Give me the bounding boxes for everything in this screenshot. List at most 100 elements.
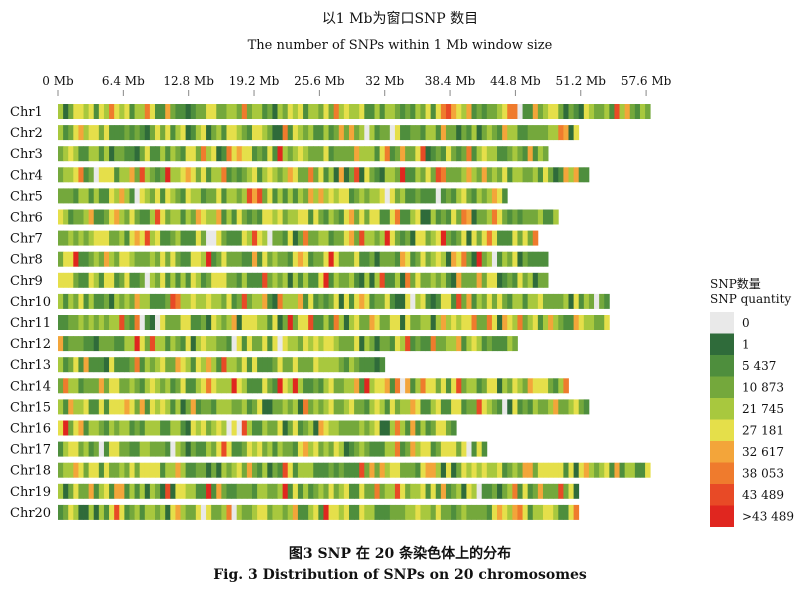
snp-window-cell bbox=[200, 441, 207, 457]
chromosome-label: Chr10 bbox=[10, 295, 51, 310]
snp-window-cell bbox=[98, 125, 105, 141]
snp-window-cell bbox=[267, 504, 273, 520]
snp-window-cell bbox=[63, 146, 69, 162]
snp-window-cell bbox=[297, 146, 304, 162]
snp-window-cell bbox=[165, 357, 171, 373]
snp-window-cell bbox=[93, 504, 100, 520]
snp-window-cell bbox=[313, 399, 319, 415]
snp-window-cell bbox=[323, 357, 329, 373]
snp-window-cell bbox=[379, 357, 386, 373]
snp-window-cell bbox=[287, 336, 294, 352]
snp-window-cell bbox=[323, 104, 329, 119]
snp-window-cell bbox=[272, 230, 278, 246]
snp-window-cell bbox=[139, 125, 146, 141]
snp-window-cell bbox=[216, 167, 222, 183]
snp-window-cell bbox=[573, 125, 580, 141]
snp-window-cell bbox=[109, 462, 115, 478]
snp-window-cell bbox=[88, 104, 95, 119]
snp-window-cell bbox=[200, 272, 207, 288]
snp-window-cell bbox=[109, 188, 115, 204]
snp-window-cell bbox=[297, 209, 304, 225]
snp-window-cell bbox=[292, 504, 299, 520]
snp-window-cell bbox=[379, 230, 386, 246]
snp-window-cell bbox=[292, 209, 299, 225]
snp-window-cell bbox=[98, 441, 105, 457]
snp-window-cell bbox=[507, 504, 513, 520]
snp-window-cell bbox=[588, 104, 595, 119]
snp-window-cell bbox=[103, 504, 110, 520]
snp-window-cell bbox=[323, 272, 329, 288]
snp-window-cell bbox=[394, 293, 401, 309]
snp-window-cell bbox=[481, 146, 488, 162]
snp-window-cell bbox=[313, 104, 319, 119]
snp-window-cell bbox=[313, 462, 319, 478]
snp-window-cell bbox=[129, 188, 135, 204]
snp-window-cell bbox=[420, 315, 426, 330]
snp-window-cell bbox=[206, 441, 212, 457]
snp-window-cell bbox=[328, 230, 335, 246]
snp-window-cell bbox=[124, 251, 130, 267]
snp-window-cell bbox=[456, 272, 462, 288]
snp-window-cell bbox=[308, 230, 314, 246]
snp-window-cell bbox=[103, 104, 110, 119]
snp-window-cell bbox=[226, 272, 232, 288]
snp-window-cell bbox=[313, 483, 319, 499]
snp-window-cell bbox=[410, 104, 416, 119]
snp-window-cell bbox=[394, 420, 401, 436]
snp-window-cell bbox=[445, 441, 452, 457]
snp-window-cell bbox=[78, 293, 84, 309]
snp-window-cell bbox=[364, 336, 370, 352]
snp-window-cell bbox=[425, 483, 432, 499]
snp-window-cell bbox=[119, 146, 125, 162]
snp-window-cell bbox=[170, 504, 176, 520]
snp-window-cell bbox=[471, 378, 478, 394]
snp-window-cell bbox=[262, 230, 268, 246]
snp-window-cell bbox=[558, 315, 564, 330]
snp-window-cell bbox=[180, 188, 187, 204]
snp-window-cell bbox=[323, 441, 329, 457]
snp-window-cell bbox=[226, 146, 232, 162]
snp-window-cell bbox=[292, 378, 299, 394]
snp-window-cell bbox=[384, 251, 391, 267]
snp-window-cell bbox=[149, 315, 156, 330]
snp-window-cell bbox=[338, 504, 345, 520]
snp-window-cell bbox=[313, 230, 319, 246]
snp-window-cell bbox=[129, 504, 135, 520]
snp-window-cell bbox=[415, 420, 421, 436]
snp-window-cell bbox=[517, 293, 523, 309]
snp-window-cell bbox=[206, 315, 212, 330]
snp-window-cell bbox=[328, 504, 335, 520]
snp-window-cell bbox=[563, 504, 569, 520]
snp-window-cell bbox=[481, 167, 488, 183]
chromosome-label: Chr17 bbox=[10, 443, 51, 458]
snp-window-cell bbox=[165, 504, 171, 520]
snp-window-cell bbox=[303, 315, 309, 330]
snp-window-cell bbox=[461, 188, 467, 204]
snp-window-cell bbox=[257, 504, 263, 520]
snp-window-cell bbox=[435, 462, 442, 478]
snp-window-cell bbox=[134, 251, 141, 267]
snp-window-cell bbox=[313, 336, 319, 352]
snp-window-cell bbox=[216, 483, 222, 499]
snp-window-cell bbox=[282, 293, 289, 309]
snp-window-cell bbox=[231, 230, 238, 246]
snp-window-cell bbox=[400, 251, 406, 267]
snp-window-cell bbox=[410, 230, 416, 246]
snp-window-cell bbox=[267, 167, 273, 183]
snp-window-cell bbox=[445, 146, 452, 162]
snp-window-cell bbox=[226, 104, 232, 119]
snp-window-cell bbox=[170, 357, 176, 373]
snp-window-cell bbox=[359, 441, 365, 457]
snp-window-cell bbox=[170, 462, 176, 478]
snp-window-cell bbox=[267, 315, 273, 330]
snp-window-cell bbox=[170, 483, 176, 499]
snp-window-cell bbox=[63, 104, 69, 119]
snp-window-cell bbox=[435, 293, 442, 309]
snp-window-cell bbox=[522, 378, 529, 394]
snp-window-cell bbox=[512, 378, 518, 394]
snp-window-cell bbox=[359, 272, 365, 288]
snp-window-cell bbox=[583, 167, 590, 183]
snp-window-cell bbox=[333, 441, 340, 457]
snp-window-cell bbox=[73, 357, 79, 373]
snp-window-cell bbox=[73, 209, 79, 225]
